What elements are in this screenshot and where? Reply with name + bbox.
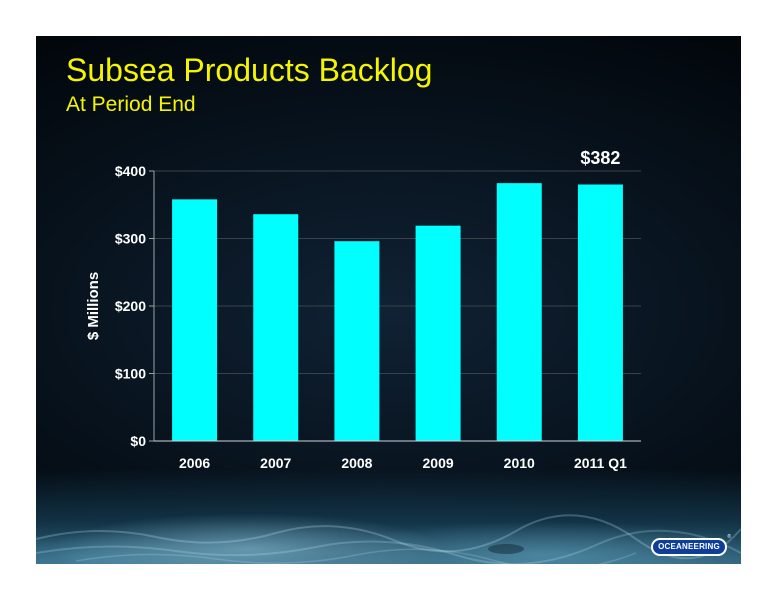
y-axis-title: $ Millions: [85, 272, 102, 340]
y-tick-label: $0: [130, 433, 146, 449]
x-tick-label: 2011 Q1: [574, 455, 627, 471]
x-tick-label: 2010: [504, 455, 535, 471]
bar: [577, 184, 623, 441]
bars: [172, 183, 623, 441]
bar: [172, 199, 218, 441]
y-tick-label: $400: [115, 163, 146, 179]
x-tick-label: 2008: [341, 455, 372, 471]
logo-text: OCEANEERING: [653, 540, 725, 554]
page-subtitle: At Period End: [66, 93, 196, 116]
page-title: Subsea Products Backlog: [66, 52, 433, 88]
bar-chart: $0$100$200$300$400 2006 2007 2008 2009 2010 2…: [85, 148, 641, 471]
x-tick-label: 2009: [423, 455, 454, 471]
y-tick-label: $300: [115, 231, 146, 247]
bar: [415, 225, 461, 441]
seafloor-background: [36, 469, 741, 564]
bar: [496, 183, 542, 441]
x-tick-label: 2006: [179, 455, 210, 471]
y-tick-label: $100: [115, 366, 146, 382]
y-tick-label: $200: [115, 298, 146, 314]
annotations: $382: [580, 148, 620, 168]
bar: [253, 214, 299, 441]
gridlines: [154, 170, 641, 374]
data-label: $382: [580, 148, 620, 168]
oceaneering-logo: OCEANEERING ®: [651, 534, 731, 556]
seafloor-caustics: [36, 514, 741, 564]
y-axis-ticks: $0 $100 $200 $300 $400: [115, 163, 154, 449]
x-axis-ticks: 2006 2007 2008 2009 2010 2011 Q1: [179, 455, 627, 471]
slide: Subsea Products Backlog At Period End $0…: [36, 36, 741, 564]
x-tick-label: 2007: [260, 455, 291, 471]
bar: [334, 241, 380, 441]
